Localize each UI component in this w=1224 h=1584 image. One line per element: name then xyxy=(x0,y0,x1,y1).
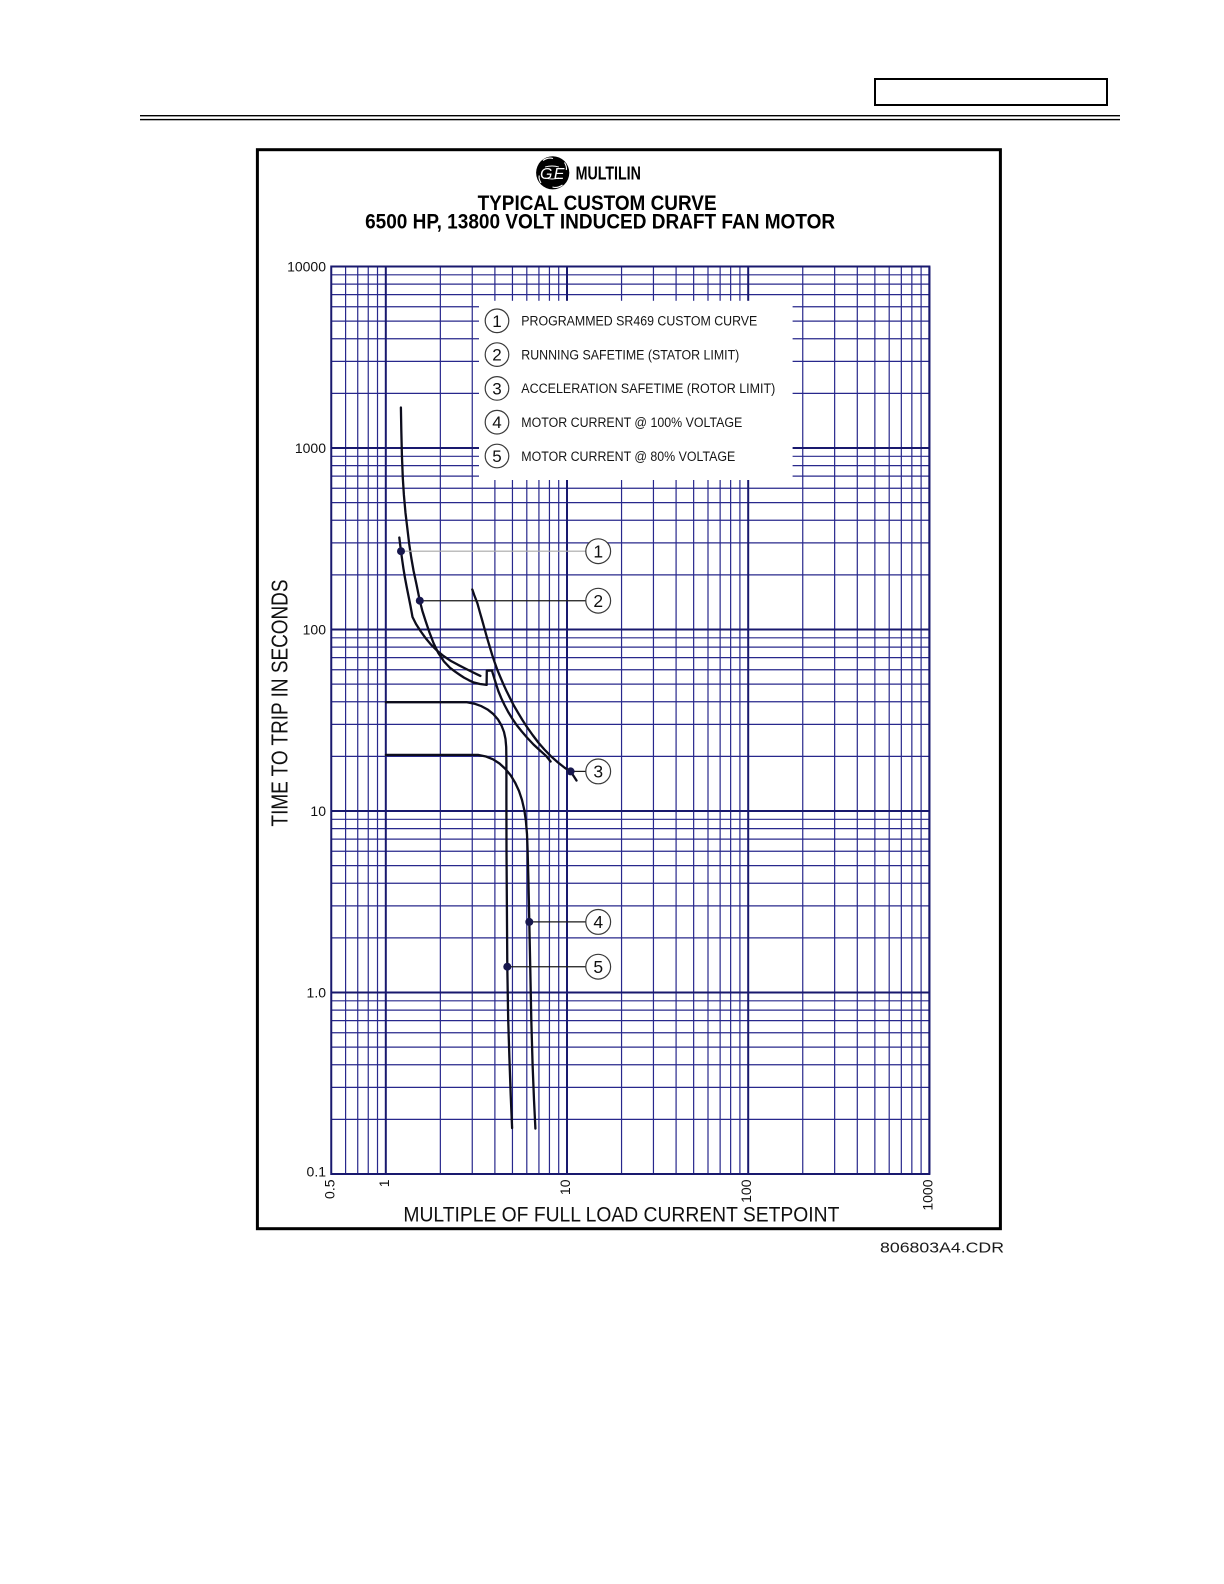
svg-text:PROGRAMMED SR469 CUSTOM CURVE: PROGRAMMED SR469 CUSTOM CURVE xyxy=(521,314,757,329)
svg-text:1: 1 xyxy=(376,1179,392,1187)
svg-text:TYPICAL CUSTOM CURVE: TYPICAL CUSTOM CURVE xyxy=(478,192,717,215)
svg-text:4: 4 xyxy=(593,912,603,932)
svg-text:1000: 1000 xyxy=(919,1179,935,1210)
svg-text:G E: G E xyxy=(540,166,565,183)
svg-text:3: 3 xyxy=(492,379,501,398)
svg-text:10000: 10000 xyxy=(287,258,326,274)
svg-text:2: 2 xyxy=(593,591,603,611)
svg-text:MOTOR CURRENT @ 100% VOLTAGE: MOTOR CURRENT @ 100% VOLTAGE xyxy=(521,415,742,430)
svg-text:ACCELERATION SAFETIME (ROTOR L: ACCELERATION SAFETIME (ROTOR LIMIT) xyxy=(521,381,775,396)
svg-text:MULTILIN: MULTILIN xyxy=(576,164,641,184)
svg-text:3: 3 xyxy=(593,762,603,782)
svg-text:0.5: 0.5 xyxy=(321,1179,337,1199)
svg-text:5: 5 xyxy=(492,447,501,466)
svg-text:2: 2 xyxy=(492,346,501,365)
svg-text:MOTOR CURRENT @ 80% VOLTAGE: MOTOR CURRENT @ 80% VOLTAGE xyxy=(521,449,735,464)
svg-text:TIME TO TRIP IN SECONDS: TIME TO TRIP IN SECONDS xyxy=(267,580,293,827)
svg-text:1: 1 xyxy=(593,541,603,561)
svg-text:5: 5 xyxy=(593,957,603,977)
svg-text:100: 100 xyxy=(738,1179,754,1203)
svg-text:100: 100 xyxy=(303,621,327,637)
svg-text:RUNNING SAFETIME (STATOR LIMIT: RUNNING SAFETIME (STATOR LIMIT) xyxy=(521,347,739,362)
svg-text:6500 HP, 13800 VOLT INDUCED DR: 6500 HP, 13800 VOLT INDUCED DRAFT FAN MO… xyxy=(365,209,835,233)
svg-text:MULTIPLE OF FULL LOAD CURRENT: MULTIPLE OF FULL LOAD CURRENT SETPOINT xyxy=(403,1203,839,1227)
svg-text:0.1: 0.1 xyxy=(307,1163,327,1179)
svg-text:1: 1 xyxy=(492,312,501,331)
svg-text:10: 10 xyxy=(557,1179,573,1195)
svg-text:1.0: 1.0 xyxy=(307,984,327,1000)
svg-text:806803A4.CDR: 806803A4.CDR xyxy=(880,1240,1004,1257)
svg-text:4: 4 xyxy=(492,413,501,432)
svg-text:1000: 1000 xyxy=(295,440,326,456)
svg-text:10: 10 xyxy=(310,803,326,819)
